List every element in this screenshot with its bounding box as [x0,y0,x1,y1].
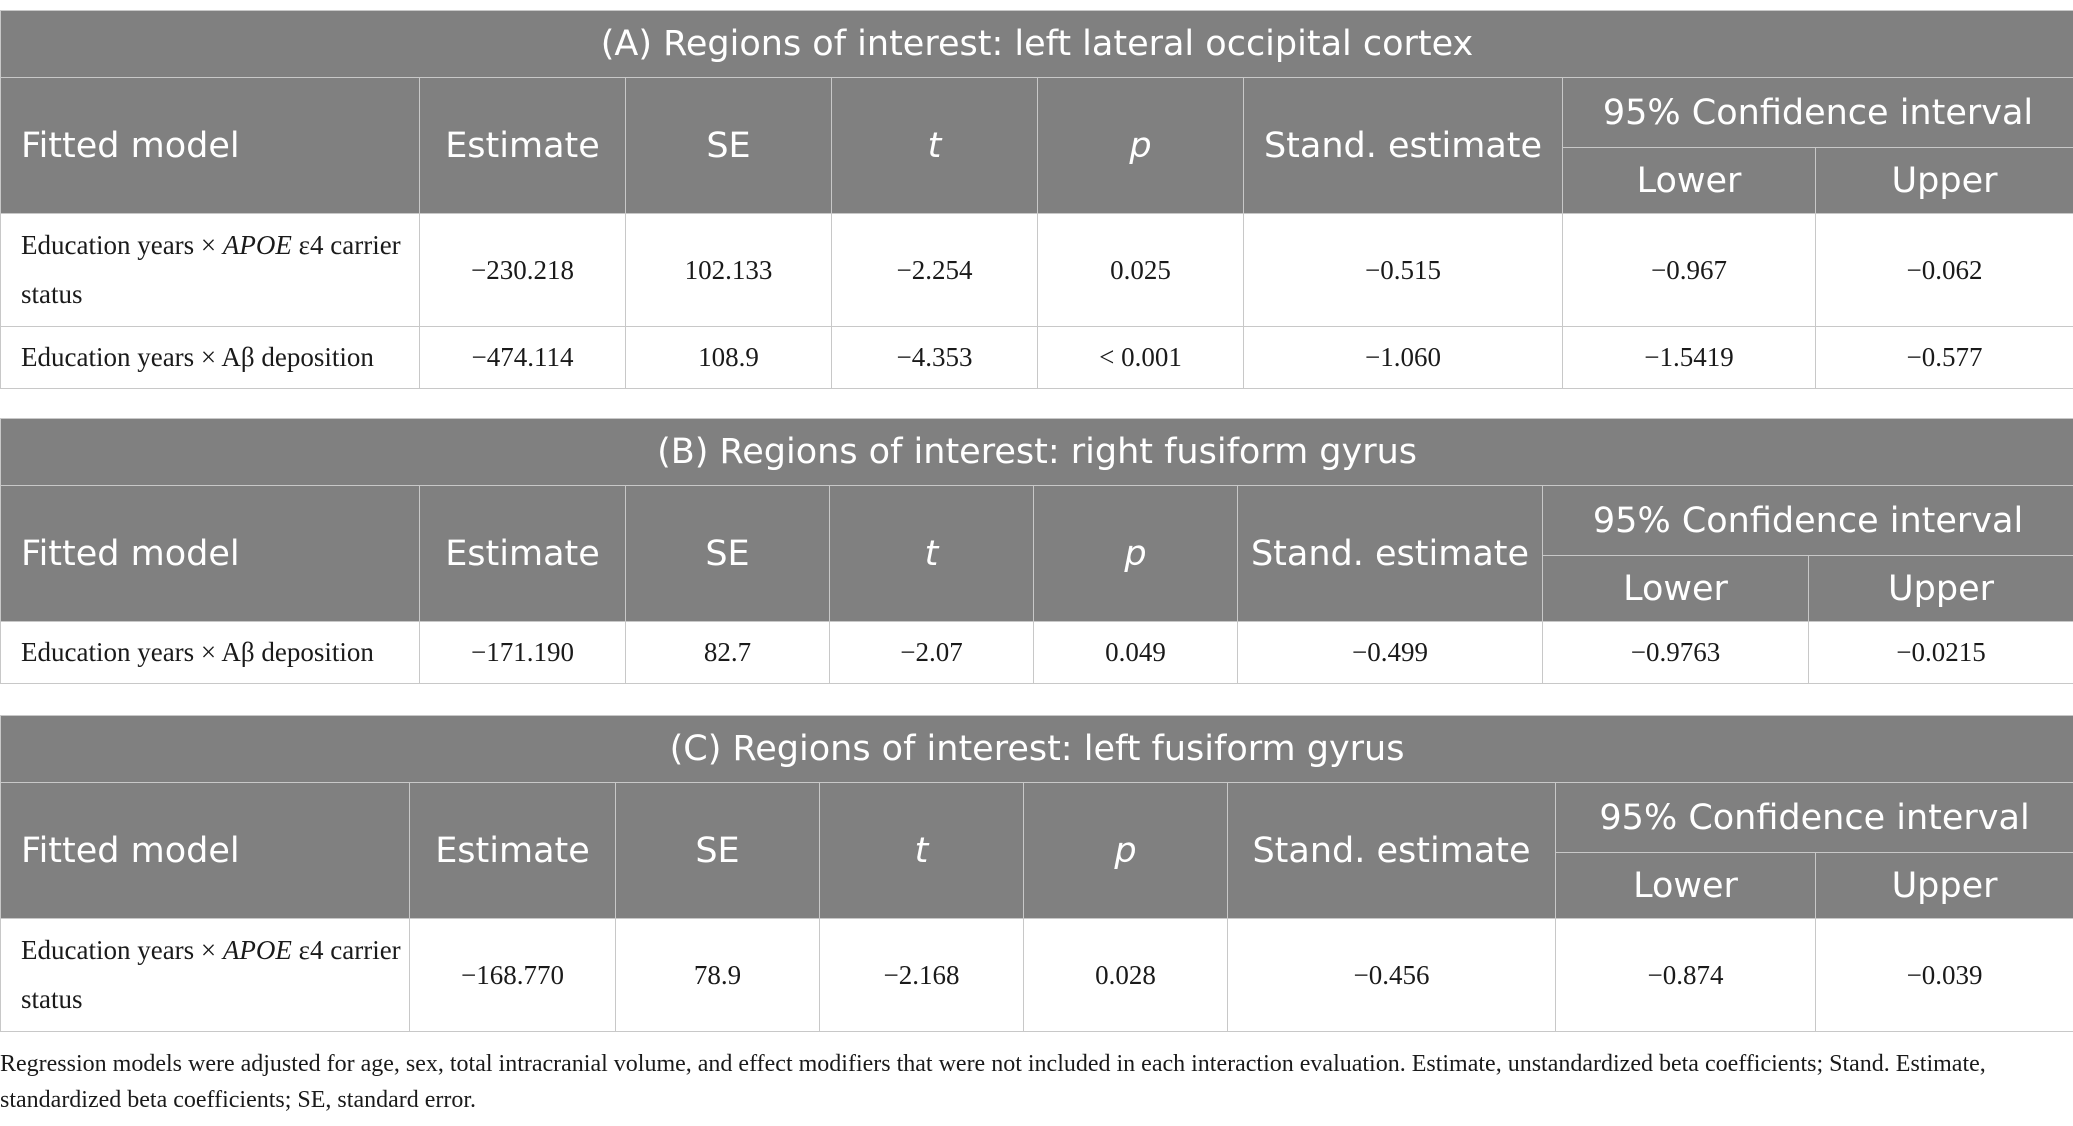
cell-lower: −0.967 [1562,213,1816,327]
panel-title: (C) Regions of interest: left fusiform g… [0,715,2073,783]
col-header-upper: Upper [1807,555,2073,622]
table-footnote: Regression models were adjusted for age,… [0,1051,1986,1113]
cell-lower: −0.9763 [1542,621,1809,684]
col-header-upper: Upper [1814,852,2073,919]
cell-fitted-model: Education years × APOE ε4 carrier status [0,213,420,327]
table-row: Education years × Aβ deposition −474.114… [0,326,2073,389]
cell-fitted-model: Education years × Aβ deposition [0,326,420,389]
cell-stand-estimate: −0.499 [1237,621,1543,684]
col-header-upper: Upper [1814,147,2073,214]
col-header-lower: Lower [1562,147,1816,214]
col-header-p: p [1023,782,1228,919]
col-header-stand-estimate: Stand. estimate [1227,782,1556,919]
cell-stand-estimate: −0.456 [1227,918,1556,1032]
cell-upper: −0.577 [1814,326,2073,389]
panel-c-table: (C) Regions of interest: left fusiform g… [0,715,2073,1032]
col-header-ci: 95% Confidence interval [1541,485,2073,556]
cell-t: −2.168 [819,918,1024,1032]
cell-se: 82.7 [625,621,830,684]
cell-t: −4.353 [831,326,1038,389]
cell-upper: −0.062 [1814,213,2073,327]
col-header-ci: 95% Confidence interval [1554,782,2073,853]
cell-t: −2.07 [829,621,1034,684]
col-header-fitted-model: Fitted model [0,485,420,622]
col-header-ci: 95% Confidence interval [1561,77,2073,148]
col-header-fitted-model: Fitted model [0,782,410,919]
cell-estimate: −171.190 [419,621,626,684]
col-header-estimate: Estimate [419,485,626,622]
cell-p: < 0.001 [1037,326,1244,389]
col-header-se: SE [625,77,832,214]
panel-a-table: (A) Regions of interest: left lateral oc… [0,10,2073,389]
cell-fitted-model: Education years × APOE ε4 carrier status [0,918,410,1032]
cell-upper: −0.0215 [1807,621,2073,684]
col-header-t: t [829,485,1034,622]
cell-t: −2.254 [831,213,1038,327]
table-row: Education years × APOE ε4 carrier status… [0,918,2073,1032]
cell-upper: −0.039 [1814,918,2073,1032]
cell-estimate: −168.770 [409,918,616,1032]
cell-se: 102.133 [625,213,832,327]
col-header-stand-estimate: Stand. estimate [1237,485,1543,622]
col-header-se: SE [615,782,820,919]
cell-p: 0.028 [1023,918,1228,1032]
cell-stand-estimate: −1.060 [1243,326,1563,389]
cell-estimate: −474.114 [419,326,626,389]
cell-lower: −0.874 [1555,918,1816,1032]
cell-stand-estimate: −0.515 [1243,213,1563,327]
panel-b-table: (B) Regions of interest: right fusiform … [0,418,2073,684]
cell-p: 0.049 [1033,621,1238,684]
table-row: Education years × Aβ deposition −171.190… [0,621,2073,684]
cell-fitted-model: Education years × Aβ deposition [0,621,420,684]
col-header-p: p [1037,77,1244,214]
panel-title: (B) Regions of interest: right fusiform … [0,418,2073,486]
cell-p: 0.025 [1037,213,1244,327]
col-header-stand-estimate: Stand. estimate [1243,77,1563,214]
table-row: Education years × APOE ε4 carrier status… [0,213,2073,327]
col-header-t: t [819,782,1024,919]
panel-title: (A) Regions of interest: left lateral oc… [0,10,2073,78]
cell-se: 108.9 [625,326,832,389]
col-header-fitted-model: Fitted model [0,77,420,214]
col-header-estimate: Estimate [409,782,616,919]
cell-lower: −1.5419 [1562,326,1816,389]
col-header-p: p [1033,485,1238,622]
cell-estimate: −230.218 [419,213,626,327]
col-header-lower: Lower [1555,852,1816,919]
col-header-estimate: Estimate [419,77,626,214]
cell-se: 78.9 [615,918,820,1032]
col-header-t: t [831,77,1038,214]
col-header-se: SE [625,485,830,622]
col-header-lower: Lower [1542,555,1809,622]
